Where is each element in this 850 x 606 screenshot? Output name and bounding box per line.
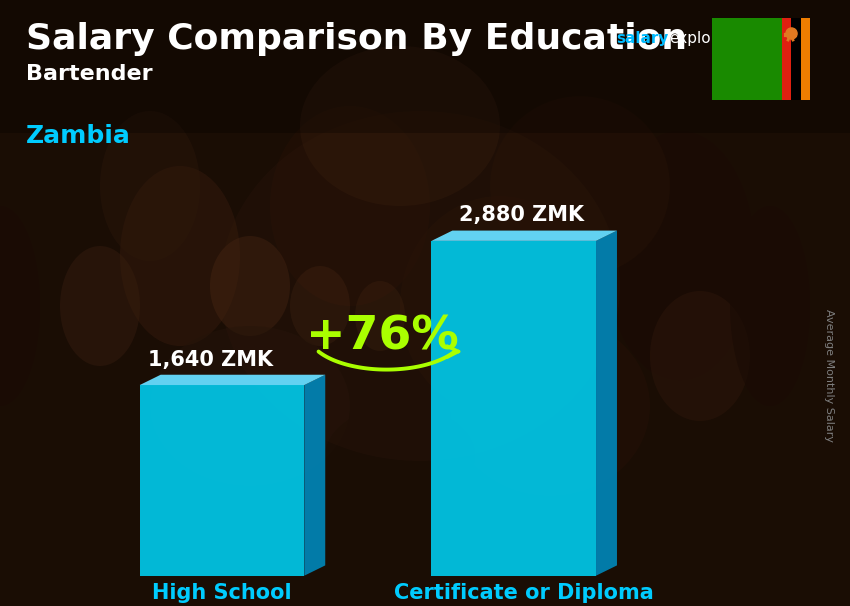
Ellipse shape [325,406,475,506]
Ellipse shape [605,131,755,381]
Ellipse shape [270,106,430,306]
Text: Bartender: Bartender [26,64,152,84]
Bar [801,18,810,100]
Text: explorer.com: explorer.com [669,31,768,45]
Text: 1,640 ZMK: 1,640 ZMK [148,350,274,370]
Polygon shape [432,230,617,241]
Ellipse shape [60,246,140,366]
Ellipse shape [120,166,240,346]
Text: Average Monthly Salary: Average Monthly Salary [824,309,834,442]
Text: 2,880 ZMK: 2,880 ZMK [459,205,584,225]
Bar [791,18,801,100]
Ellipse shape [0,206,40,406]
Text: Zambia: Zambia [26,124,130,148]
Ellipse shape [400,196,600,416]
Ellipse shape [730,206,810,406]
Bar [139,385,304,576]
Text: salary: salary [616,31,669,45]
Ellipse shape [450,316,650,496]
Polygon shape [596,230,617,576]
Ellipse shape [100,111,200,261]
Text: Certificate or Diploma: Certificate or Diploma [394,584,654,604]
Ellipse shape [290,266,350,346]
Ellipse shape [150,326,350,486]
Text: High School: High School [152,584,292,604]
Bar [782,18,791,100]
Ellipse shape [490,96,670,276]
Ellipse shape [220,111,620,461]
Text: +76%: +76% [307,315,459,359]
Ellipse shape [355,281,405,351]
Polygon shape [304,375,326,576]
Ellipse shape [300,46,500,206]
Ellipse shape [210,236,290,336]
Text: Salary Comparison By Education: Salary Comparison By Education [26,22,687,56]
Polygon shape [139,375,326,385]
Bar [432,241,596,576]
Ellipse shape [650,291,750,421]
